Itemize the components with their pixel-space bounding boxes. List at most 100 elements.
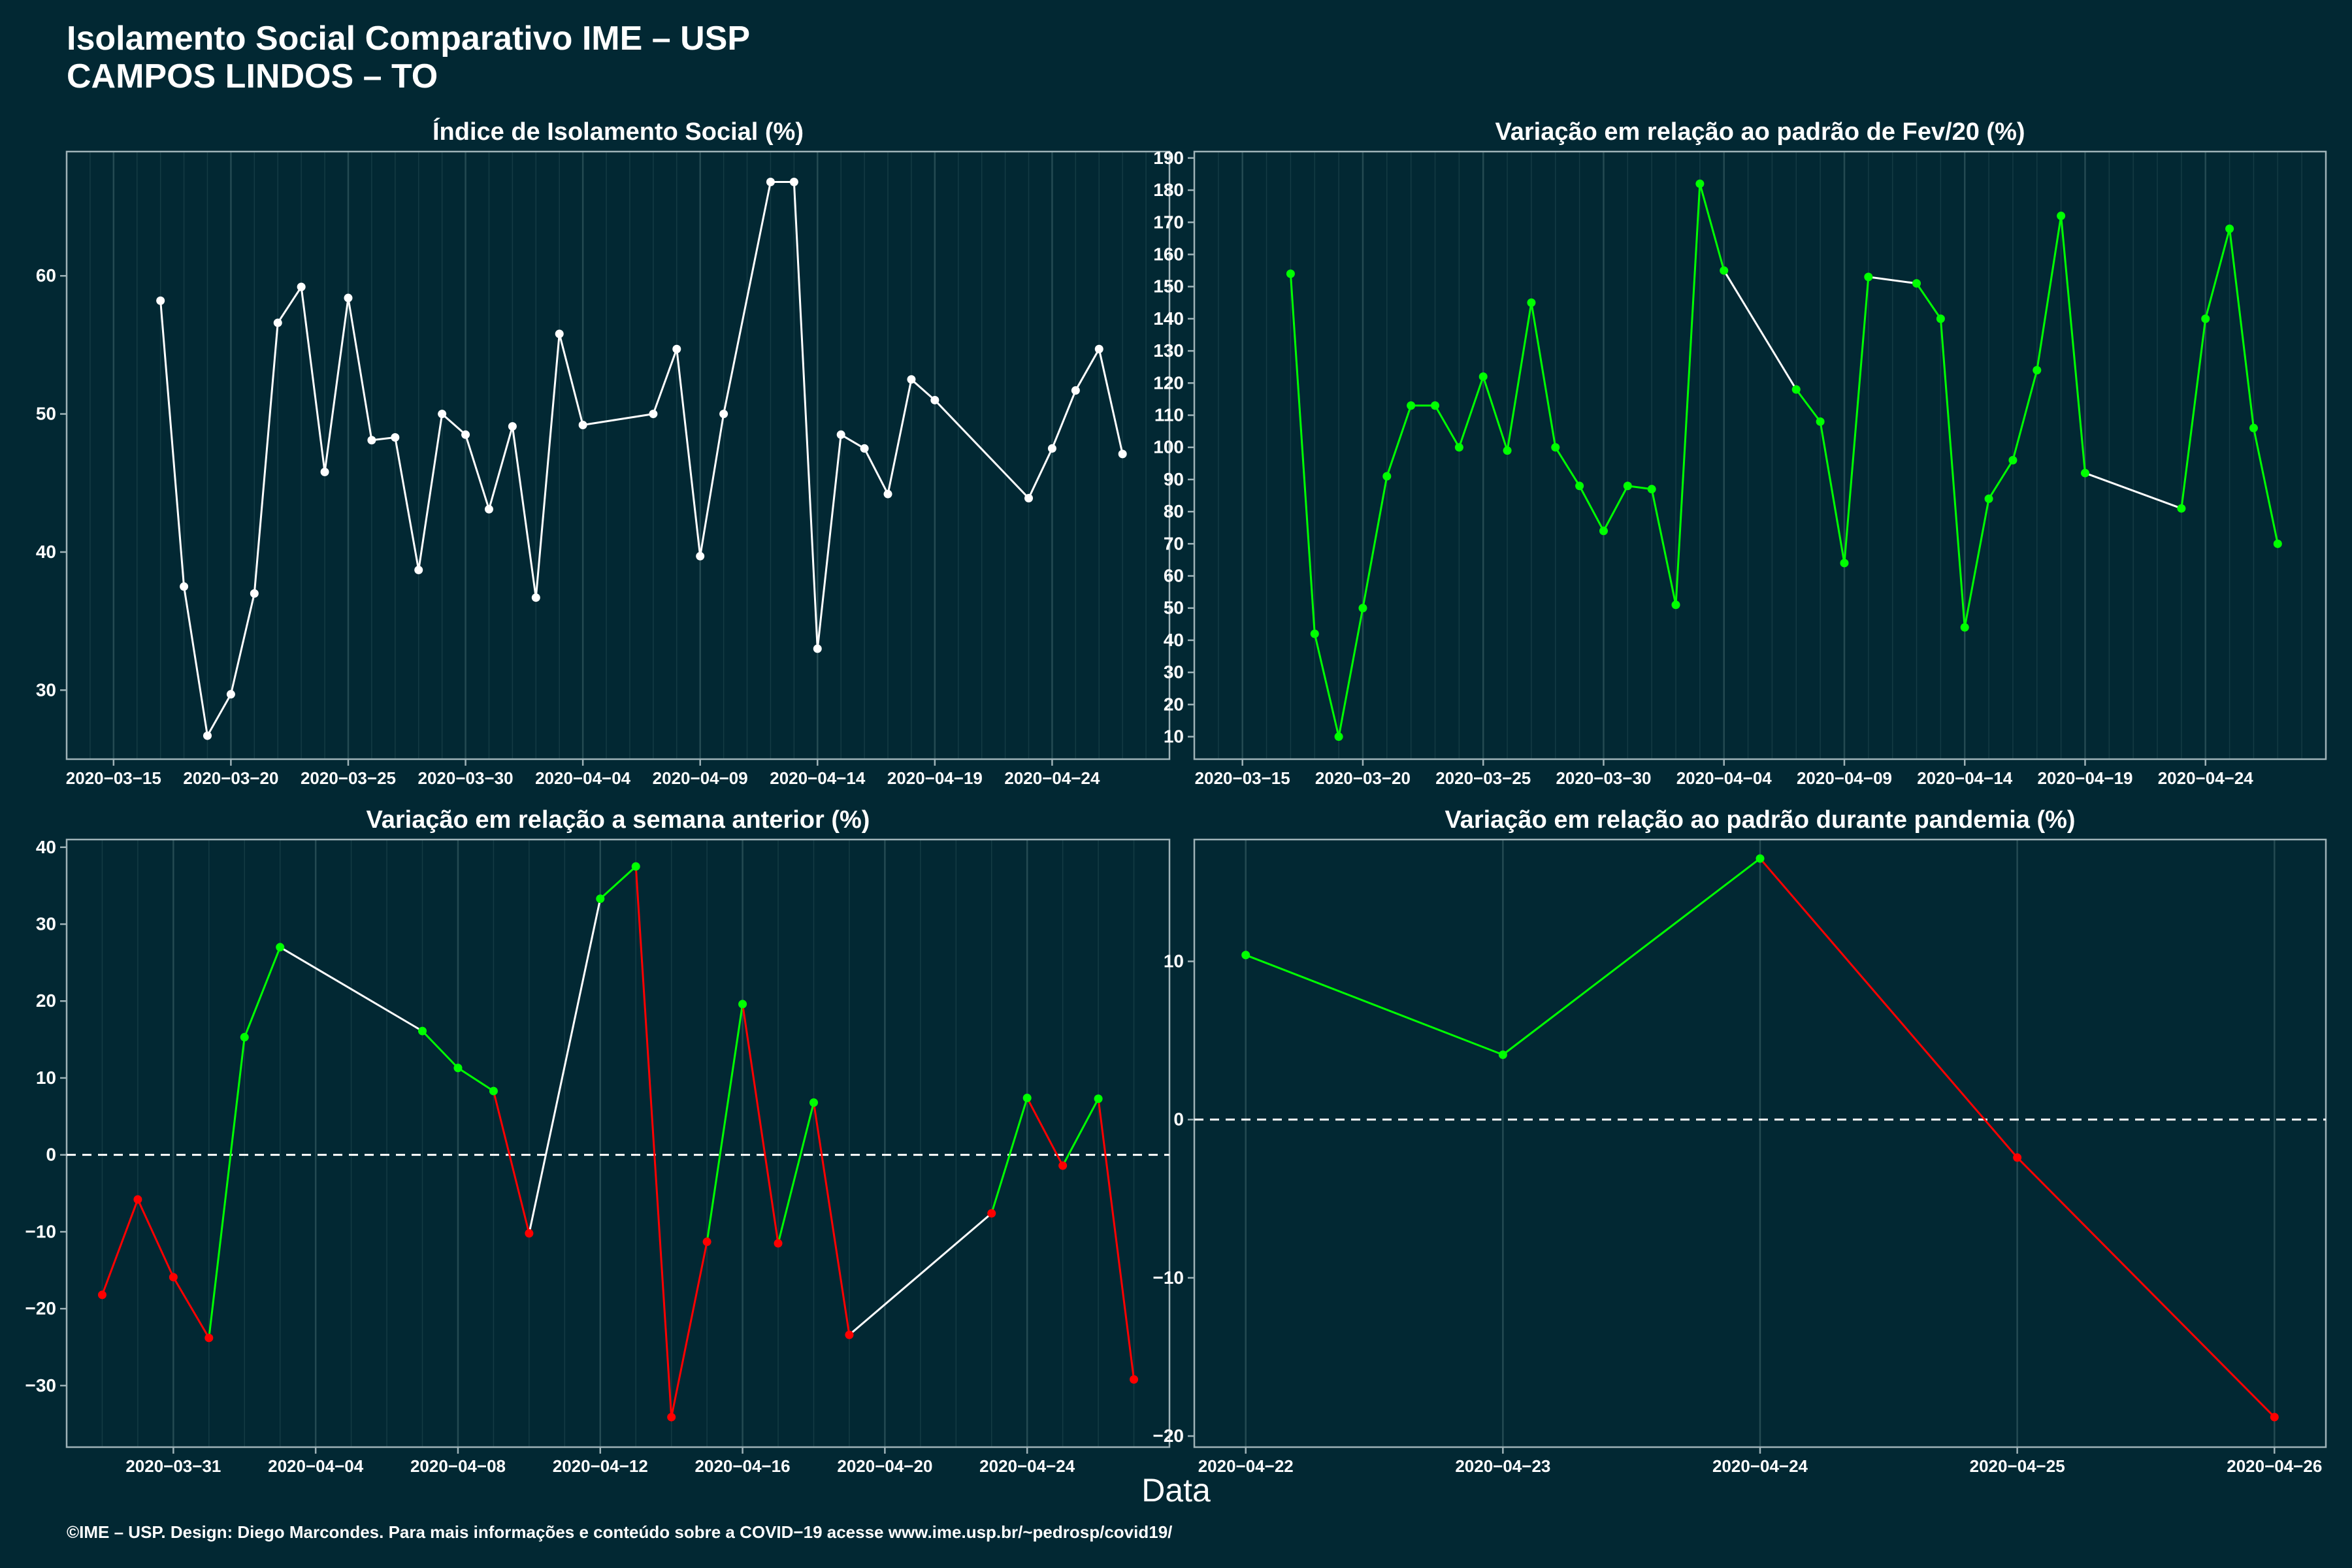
- x-tick-label: 2020−04−24: [1004, 768, 1100, 788]
- x-tick-label: 2020−04−24: [979, 1456, 1075, 1476]
- series-segment: [934, 399, 1030, 499]
- series-segment: [676, 349, 702, 557]
- series-segment: [137, 1199, 174, 1278]
- plot-frame: [65, 838, 1171, 1448]
- series-segment: [813, 1102, 851, 1335]
- data-point: [240, 1033, 249, 1042]
- y-tick-label: −10: [1153, 1267, 1184, 1288]
- y-tick-label: 100: [1153, 437, 1184, 457]
- series-segment: [582, 413, 654, 426]
- series-segment: [1795, 389, 1821, 423]
- series-segment: [1530, 302, 1557, 448]
- data-point: [204, 1333, 214, 1343]
- series-segment: [279, 946, 423, 1032]
- series-segment: [777, 1102, 815, 1244]
- data-point: [1503, 446, 1512, 455]
- x-tick-label: 2020−03−30: [418, 768, 514, 788]
- series-segment: [1674, 184, 1701, 605]
- y-tick-label: 10: [1164, 951, 1184, 971]
- data-point: [1575, 482, 1584, 491]
- x-tick-label: 2020−04−26: [2227, 1456, 2322, 1476]
- y-tick-label: 50: [1164, 598, 1184, 618]
- x-tick-label: 2020−04−19: [2037, 768, 2132, 788]
- series-segment: [1097, 1098, 1135, 1380]
- data-point: [719, 410, 728, 419]
- series-segment: [2060, 216, 2086, 474]
- data-point: [2057, 211, 2066, 220]
- data-point: [883, 489, 892, 498]
- data-point: [1551, 443, 1560, 452]
- series-segment: [528, 898, 602, 1234]
- y-tick-label: 60: [36, 265, 56, 286]
- series-segment: [670, 1241, 708, 1418]
- y-tick-label: 80: [1164, 501, 1184, 521]
- series-segment: [159, 301, 186, 587]
- data-point: [789, 178, 798, 186]
- x-tick-label: 2020−04−25: [1970, 1456, 2065, 1476]
- data-point: [1756, 854, 1765, 863]
- x-tick-label: 2020−04−09: [1797, 768, 1892, 788]
- x-tick-label: 2020−04−14: [770, 768, 866, 788]
- series-segment: [1506, 302, 1533, 451]
- data-point: [631, 862, 640, 871]
- variation-feb-chart: Variação em relação ao padrão de Fev/20 …: [1153, 118, 2327, 788]
- y-tick-label: 0: [46, 1145, 56, 1165]
- series-segment: [1578, 485, 1605, 532]
- data-point: [1936, 314, 1945, 323]
- series-segment: [394, 437, 420, 570]
- series-segment: [792, 182, 819, 649]
- data-point: [987, 1209, 996, 1218]
- chart-title: Variação em relação ao padrão de Fev/20 …: [1495, 118, 2025, 146]
- series-segment: [848, 1212, 992, 1336]
- data-point: [1241, 951, 1250, 960]
- data-point: [180, 582, 189, 591]
- data-point: [738, 1000, 747, 1009]
- x-tick-label: 2020−04−24: [1712, 1456, 1808, 1476]
- y-tick-label: 140: [1153, 308, 1184, 329]
- data-point: [525, 1229, 534, 1238]
- series-segment: [699, 414, 725, 557]
- y-tick-label: 10: [36, 1068, 56, 1088]
- data-point: [930, 395, 939, 404]
- data-point: [1816, 417, 1825, 426]
- series-segment: [634, 866, 673, 1418]
- data-point: [320, 467, 329, 476]
- series-segment: [1603, 485, 1629, 532]
- y-tick-label: 50: [36, 404, 56, 424]
- data-point: [1382, 472, 1392, 481]
- y-tick-label: 40: [1164, 630, 1184, 650]
- data-point: [1478, 372, 1488, 381]
- footer-credits: ©IME – USP. Design: Diego Marcondes. Par…: [67, 1522, 1173, 1542]
- data-point: [2033, 366, 2042, 375]
- y-tick-label: −20: [1153, 1426, 1184, 1446]
- y-tick-label: 170: [1153, 212, 1184, 232]
- y-tick-label: 40: [36, 542, 56, 562]
- data-point: [702, 1237, 711, 1247]
- data-point: [667, 1413, 676, 1422]
- data-point: [1840, 559, 1849, 568]
- series-segment: [1482, 376, 1509, 451]
- data-point: [438, 410, 447, 419]
- y-tick-label: 20: [36, 990, 56, 1011]
- x-tick-label: 2020−04−04: [535, 768, 631, 788]
- series-segment: [1245, 954, 1503, 1056]
- series-segment: [253, 322, 279, 594]
- data-point: [1058, 1161, 1068, 1170]
- data-point: [2249, 423, 2258, 433]
- series-segment: [1028, 448, 1053, 499]
- x-tick-label: 2020−04−08: [410, 1456, 506, 1476]
- variation-week-chart: Variação em relação a semana anterior (%…: [25, 806, 1171, 1476]
- series-segment: [1868, 276, 1917, 285]
- series-segment: [511, 426, 537, 598]
- chart-title: Variação em relação a semana anterior (%…: [367, 806, 870, 834]
- y-tick-label: 90: [1164, 469, 1184, 489]
- series-segment: [441, 413, 466, 436]
- y-tick-label: 60: [1164, 566, 1184, 586]
- data-point: [766, 178, 775, 186]
- data-point: [2225, 224, 2234, 233]
- series-segment: [243, 947, 282, 1038]
- data-point: [2177, 504, 2186, 513]
- data-point: [484, 504, 493, 514]
